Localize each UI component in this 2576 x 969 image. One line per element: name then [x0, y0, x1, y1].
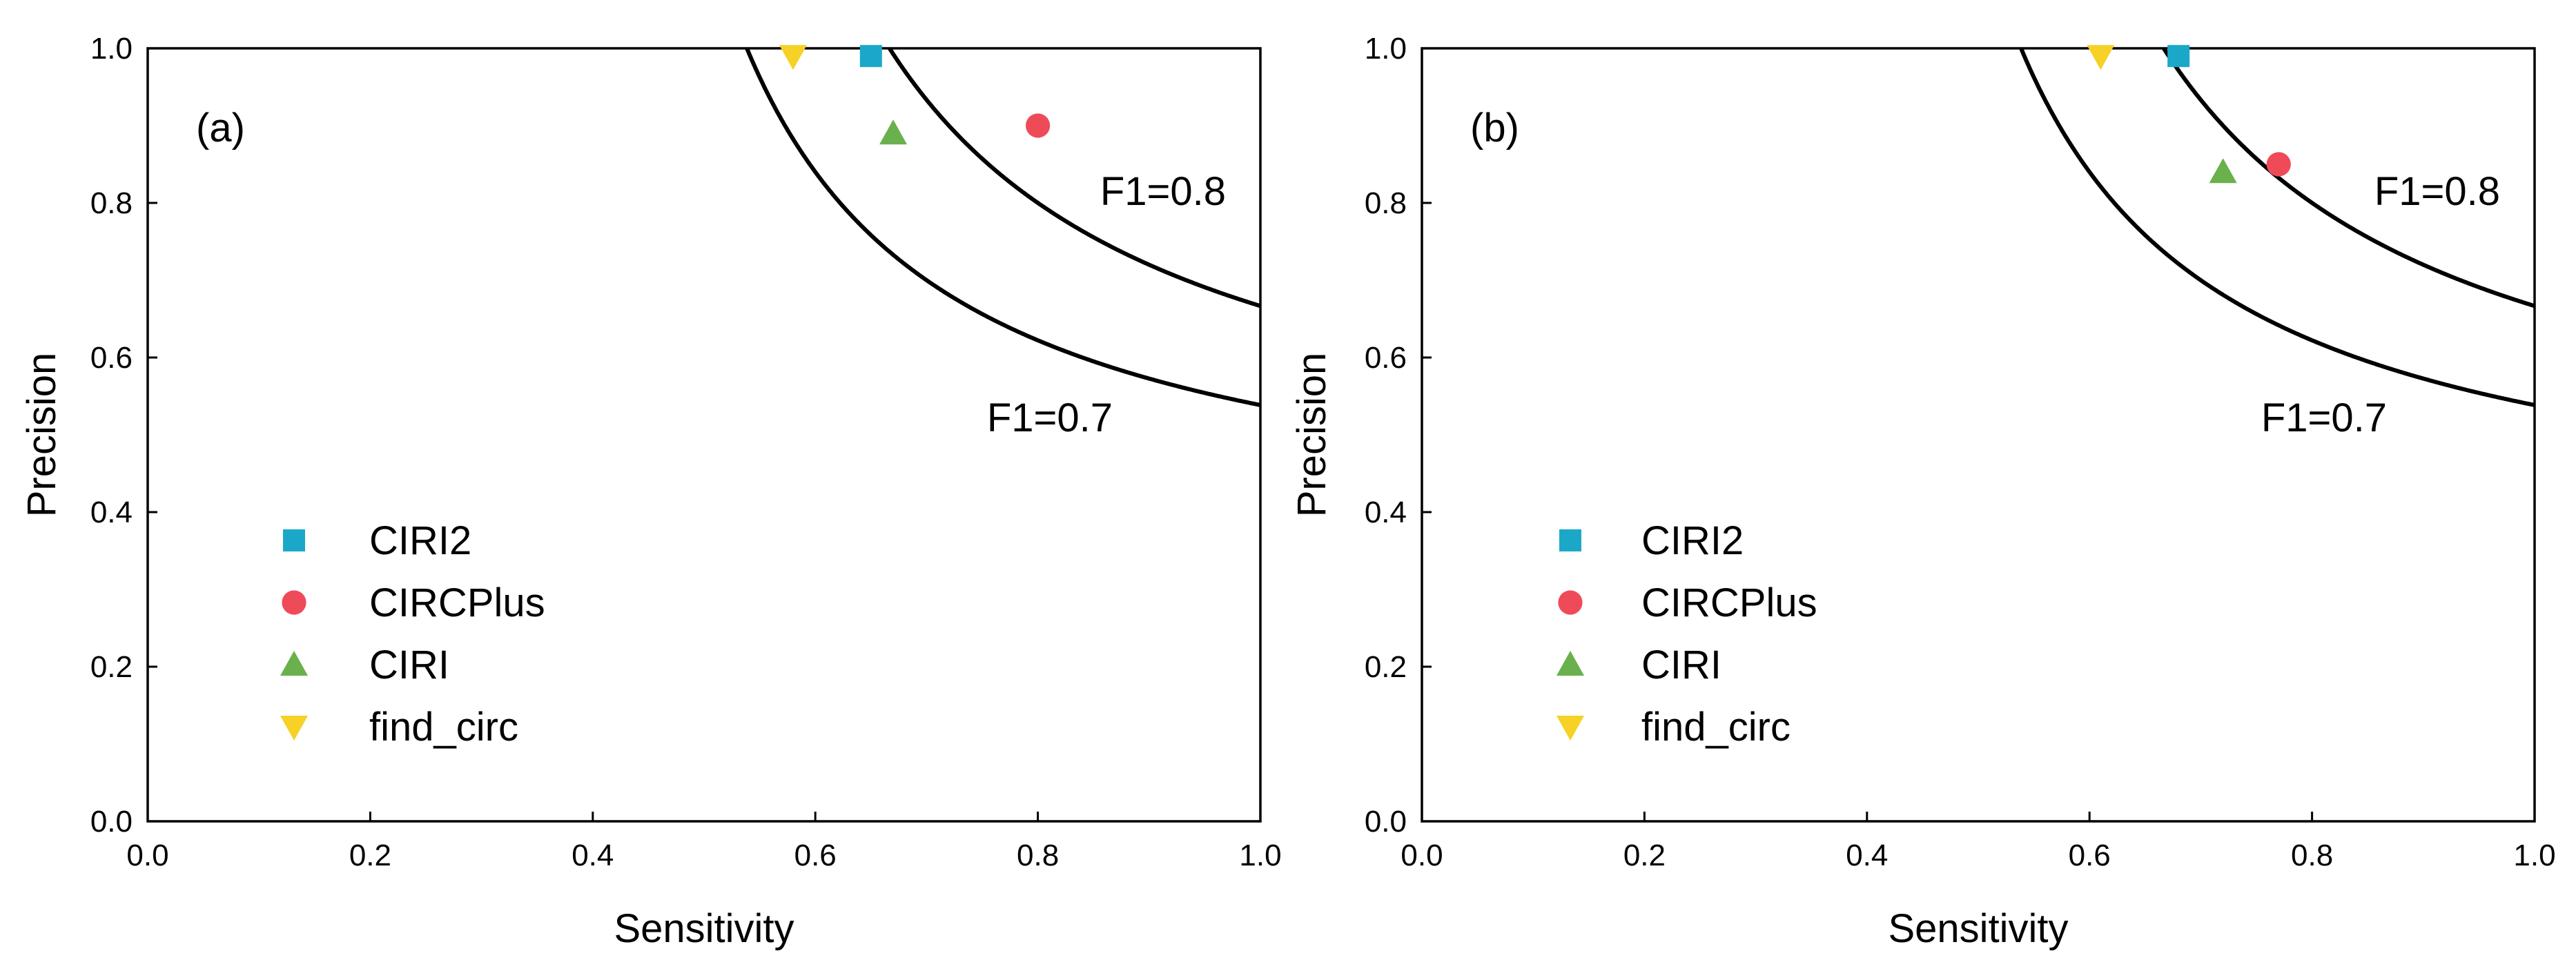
legend-label: CIRI2	[1641, 518, 1744, 563]
y-tick-label: 0.8	[1365, 186, 1407, 220]
x-tick-label: 0.2	[349, 839, 391, 872]
f1-curve-08	[2162, 48, 2535, 309]
f1-curves	[745, 48, 1260, 407]
y-tick-label: 0.2	[90, 650, 133, 684]
data-point-ciri2	[2167, 45, 2190, 68]
x-tick-label: 1.0	[1239, 839, 1281, 872]
f1-curve-label: F1=0.7	[2261, 395, 2387, 440]
legend-label: CIRI2	[369, 518, 471, 563]
legend-marker-ciri2	[1559, 529, 1581, 551]
plot-frame	[146, 47, 1262, 823]
f1-curve-07	[745, 48, 1260, 407]
x-tick-label: 0.0	[1401, 839, 1443, 872]
y-tick-label: 1.0	[1365, 32, 1407, 66]
y-tick-label: 0.4	[90, 496, 133, 529]
x-tick-label: 0.0	[126, 839, 168, 872]
x-tick-label: 0.4	[572, 839, 614, 872]
f1-curve-label: F1=0.8	[2374, 169, 2500, 214]
x-axis-label: Sensitivity	[1888, 906, 2068, 951]
panel-b: F1=0.8 F1=0.7 0.0 0.2 0.4 0.6 0.8 1.0 0.0 0.2 0.4 0…	[1289, 32, 2556, 951]
data-point-find-circ	[2087, 45, 2115, 70]
f1-curve-08	[888, 48, 1260, 309]
x-tick-label: 0.2	[1623, 839, 1666, 872]
x-tick-label: 0.8	[2291, 839, 2333, 872]
panel-label: (b)	[1470, 106, 1519, 150]
legend-marker-ciri2	[283, 529, 305, 551]
panel-a: F1=0.8 F1=0.7 0.0 0.2 0.4 0.6 0.8 1.0 0.0 0.2 0.4 0…	[19, 32, 1282, 951]
f1-curves	[2019, 48, 2535, 407]
legend: CIRI2 CIRCPlus CIRI find_circ	[1557, 518, 1817, 750]
legend-marker-circplus	[1558, 590, 1583, 615]
y-axis-label: Precision	[1289, 353, 1334, 518]
legend-label: CIRCPlus	[1641, 580, 1817, 625]
legend-label: CIRCPlus	[369, 580, 545, 625]
y-tick-label: 0.0	[90, 805, 133, 839]
y-tick-label: 0.4	[1365, 496, 1407, 529]
legend-marker-find-circ	[1557, 716, 1584, 741]
x-tick-label: 0.6	[2069, 839, 2111, 872]
legend-label: find_circ	[369, 705, 518, 750]
plot-frame	[1421, 47, 2536, 823]
x-tick-label: 0.6	[794, 839, 837, 872]
f1-curve-label: F1=0.8	[1100, 169, 1226, 214]
x-tick-label: 1.0	[2513, 839, 2555, 872]
y-tick-label: 0.2	[1365, 650, 1407, 684]
data-point-ciri	[2209, 158, 2237, 184]
legend-label: CIRI	[369, 643, 449, 687]
y-tick-label: 0.8	[90, 186, 133, 220]
data-point-ciri	[879, 119, 908, 145]
data-point-ciri2	[859, 45, 882, 68]
data-point-circplus	[2266, 152, 2291, 177]
x-tick-label: 0.8	[1017, 839, 1059, 872]
y-tick-label: 0.6	[1365, 341, 1407, 375]
legend: CIRI2 CIRCPlus CIRI find_circ	[280, 518, 545, 750]
y-tick-label: 0.0	[1365, 805, 1407, 839]
y-tick-label: 0.6	[90, 341, 133, 375]
legend-label: CIRI	[1641, 643, 1721, 687]
f1-curve-label: F1=0.7	[987, 395, 1113, 440]
panel-label: (a)	[196, 106, 245, 150]
legend-marker-ciri	[280, 651, 308, 676]
f1-curve-07	[2019, 48, 2535, 407]
legend-label: find_circ	[1641, 705, 1790, 750]
legend-marker-find-circ	[280, 716, 308, 741]
x-tick-label: 0.4	[1846, 839, 1888, 872]
y-tick-label: 1.0	[90, 32, 133, 66]
legend-marker-ciri	[1557, 651, 1584, 676]
data-point-circplus	[1026, 113, 1051, 138]
y-axis-label: Precision	[19, 353, 64, 518]
legend-marker-circplus	[282, 590, 306, 615]
x-axis-label: Sensitivity	[614, 906, 794, 951]
data-point-find-circ	[779, 45, 807, 70]
